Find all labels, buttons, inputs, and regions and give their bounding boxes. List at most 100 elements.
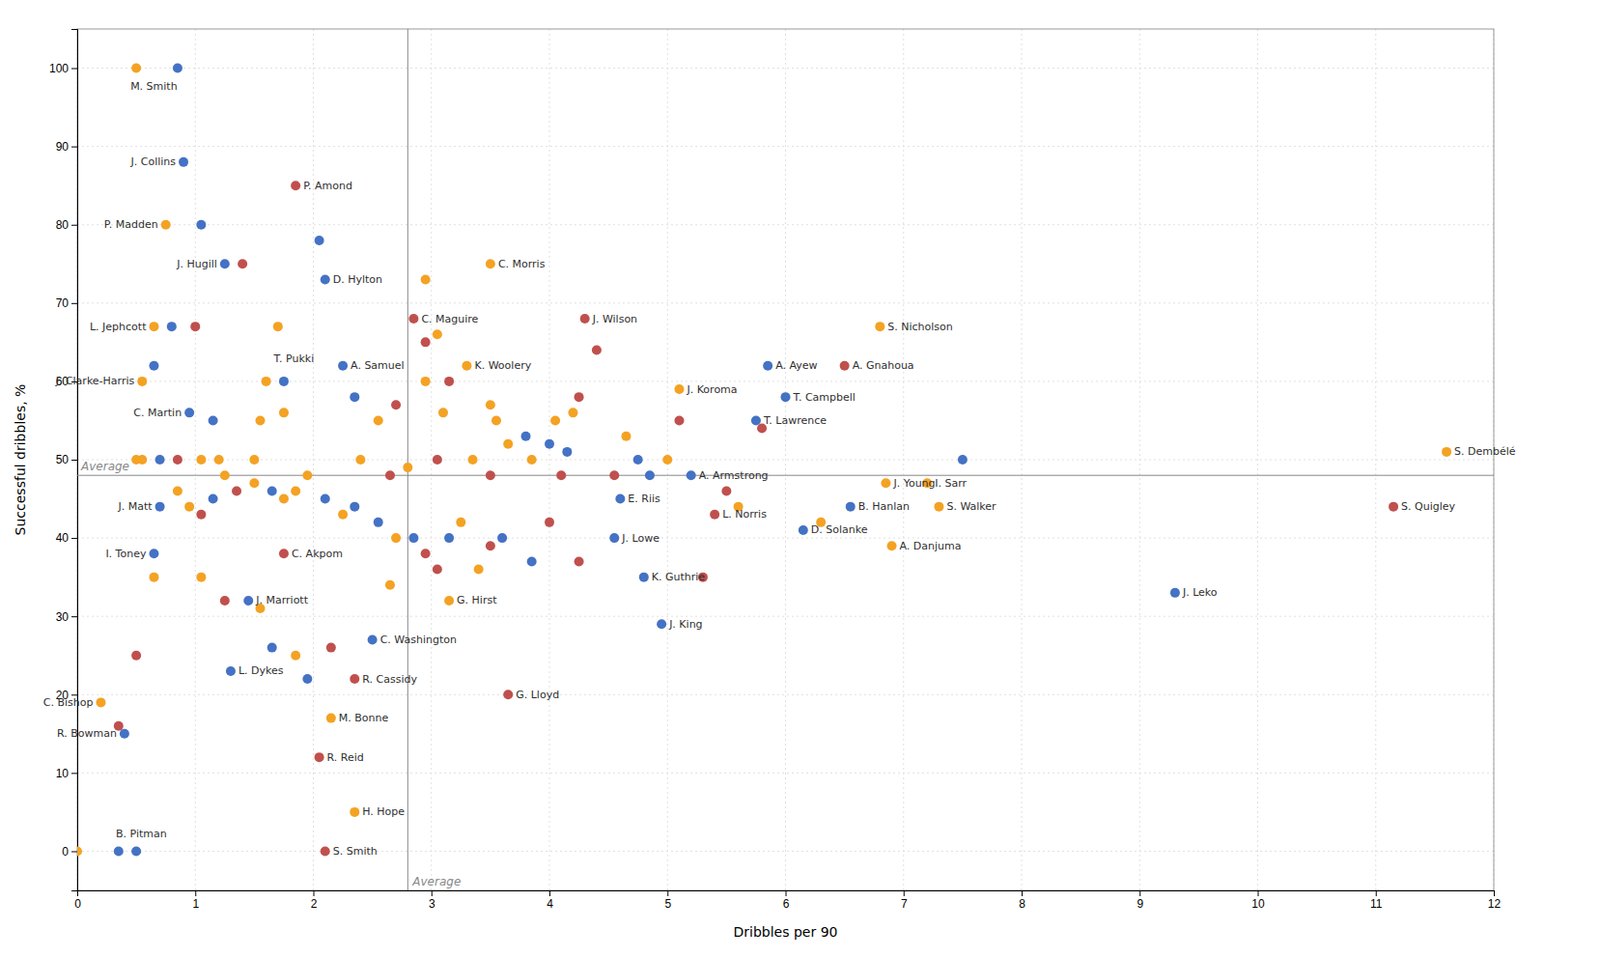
point xyxy=(444,533,454,543)
point-label: P. Madden xyxy=(104,218,159,231)
point xyxy=(798,525,809,535)
tick: 7 xyxy=(900,890,908,911)
point xyxy=(290,180,301,191)
tick-mark xyxy=(667,890,669,897)
point xyxy=(302,673,312,684)
point-label: M. Smith xyxy=(130,80,178,93)
point xyxy=(444,376,454,387)
grid-line-y xyxy=(77,145,1494,147)
point xyxy=(408,533,419,543)
point-label: J. Marriott xyxy=(254,593,309,607)
point xyxy=(254,415,265,425)
point xyxy=(845,502,856,512)
point xyxy=(1441,447,1452,457)
point-label: E. Riis xyxy=(627,492,661,506)
point-label: C. Washington xyxy=(380,633,457,646)
point-label: M. Bonne xyxy=(338,711,390,725)
tick-mark xyxy=(71,537,78,539)
point-label: I. Toney xyxy=(105,547,147,561)
point-label: C. Morris xyxy=(498,257,546,271)
point xyxy=(574,392,585,402)
point xyxy=(527,454,537,465)
point xyxy=(196,509,206,520)
point xyxy=(320,494,331,505)
point xyxy=(349,673,360,684)
tick: 30 xyxy=(56,610,78,624)
tick: 4 xyxy=(546,890,554,911)
point xyxy=(237,258,248,269)
point xyxy=(314,752,325,762)
point xyxy=(161,220,171,230)
point xyxy=(326,643,337,653)
point xyxy=(633,454,644,465)
point xyxy=(314,235,325,246)
tick: 11 xyxy=(1370,890,1383,911)
point xyxy=(840,361,850,371)
tick-mark xyxy=(71,772,78,774)
point-label: J. Young xyxy=(892,477,935,490)
point xyxy=(485,258,496,269)
point xyxy=(574,556,585,566)
point xyxy=(337,361,348,371)
point-label: D. Hylton xyxy=(333,273,383,286)
point xyxy=(337,509,348,520)
point-label: L. Dykes xyxy=(238,664,284,677)
tick: 9 xyxy=(1136,890,1144,911)
point xyxy=(137,376,147,387)
tick: 0 xyxy=(74,890,82,911)
tick-label: 4 xyxy=(546,897,554,911)
point xyxy=(148,572,159,583)
tick-label: 30 xyxy=(56,610,70,624)
tick: 70 xyxy=(56,296,78,310)
point xyxy=(148,548,159,559)
point xyxy=(645,470,655,480)
point xyxy=(550,415,561,425)
point xyxy=(196,454,206,465)
point-label: K. Guthrie xyxy=(651,570,706,584)
point-label: J. Collins xyxy=(129,155,176,169)
tick: 12 xyxy=(1487,890,1502,911)
point xyxy=(686,470,697,480)
point xyxy=(385,580,395,590)
point xyxy=(155,454,166,465)
reference-label: Average xyxy=(80,459,130,474)
point-label: S. Dembélé xyxy=(1454,445,1516,458)
point xyxy=(172,63,183,74)
tick-label: 40 xyxy=(56,531,70,545)
point xyxy=(355,454,365,465)
point xyxy=(214,454,225,465)
point-label: J. Hugill xyxy=(175,257,218,271)
point-label: T. Lawrence xyxy=(762,414,827,427)
point xyxy=(373,517,384,528)
point xyxy=(474,564,484,575)
tick-label: 90 xyxy=(56,140,70,154)
point-label: I. Sarr xyxy=(934,477,967,490)
point xyxy=(178,157,189,168)
point xyxy=(1388,502,1399,512)
tick: 40 xyxy=(56,531,78,545)
point-label: J. Wilson xyxy=(591,312,638,326)
tick-mark xyxy=(71,459,78,461)
point xyxy=(957,454,968,465)
tick: 10 xyxy=(1251,890,1265,911)
axis-line xyxy=(78,891,1495,898)
y-axis-title: Successful dribbles, % xyxy=(12,384,29,536)
point xyxy=(527,556,537,566)
point xyxy=(556,470,566,480)
reference-line xyxy=(77,475,1494,477)
point xyxy=(220,595,230,606)
tick-label: 80 xyxy=(56,218,70,232)
point xyxy=(249,477,259,488)
point xyxy=(290,650,301,661)
point-label: C. Maguire xyxy=(421,312,478,326)
grid-line-x xyxy=(312,28,314,891)
tick: 5 xyxy=(664,890,672,911)
x-axis: 0123456789101112 xyxy=(74,890,1501,911)
point xyxy=(231,485,242,496)
point xyxy=(172,454,183,465)
point-label: A. Samuel xyxy=(350,359,405,372)
tick-label: 9 xyxy=(1136,897,1144,911)
tick-label: 70 xyxy=(56,296,70,310)
point xyxy=(184,502,195,512)
point xyxy=(279,548,289,559)
